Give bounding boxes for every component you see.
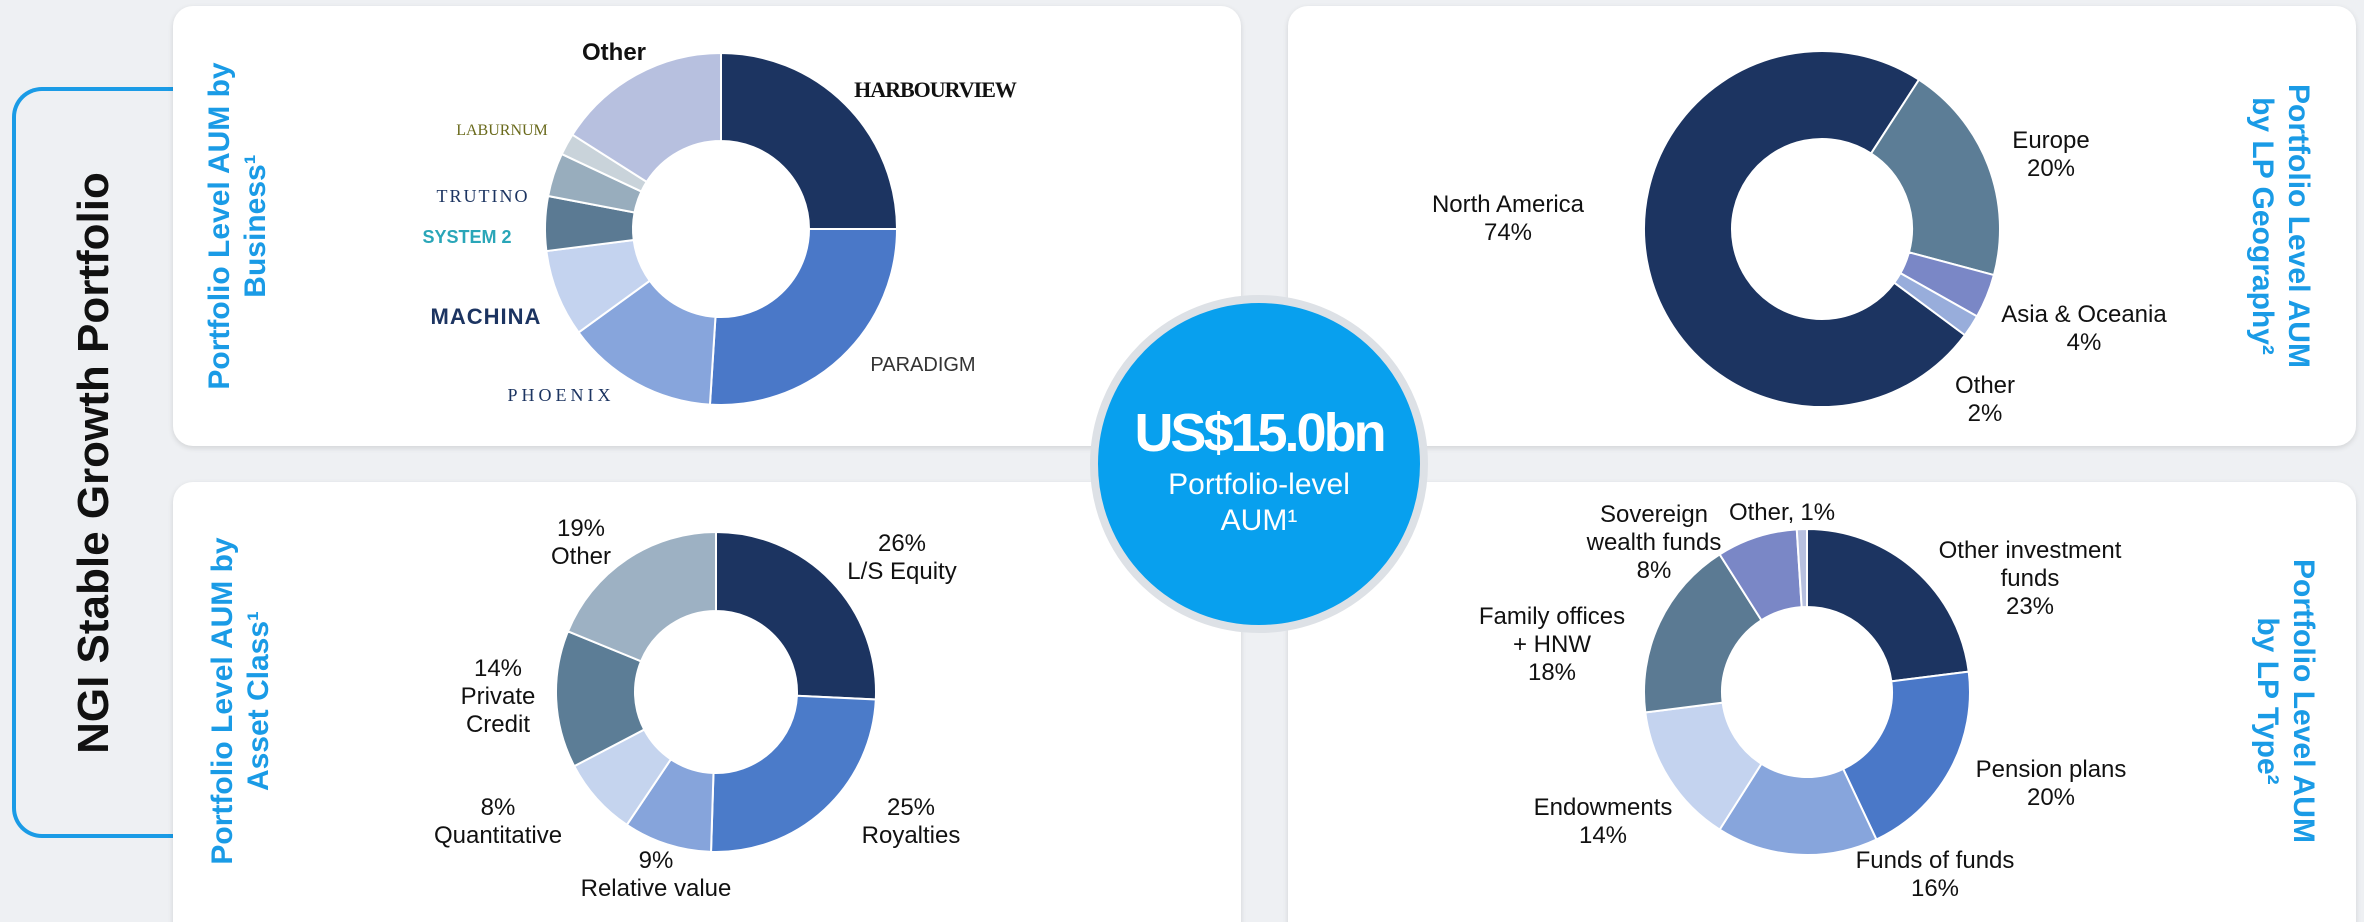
category-label: Endowments xyxy=(1533,794,1673,821)
chart-title: Portfolio Level AUM by LP Type² xyxy=(2251,559,2320,843)
slice-label: Sovereign wealth funds 8% xyxy=(1587,501,1722,585)
category-label: Private Credit xyxy=(460,683,536,738)
slice-label: Funds of funds 16% xyxy=(1856,847,2015,903)
donut-slice xyxy=(577,279,717,406)
donut-slice xyxy=(720,51,899,230)
donut-slice xyxy=(1643,552,1763,714)
slice-label: PARADIGM xyxy=(870,351,975,379)
value-label: 23% xyxy=(2005,593,2055,620)
value-label: 16% xyxy=(1910,875,1960,902)
slice-label: Family offices + HNW 18% xyxy=(1479,603,1625,687)
slice-label: Endowments 14% xyxy=(1534,794,1673,850)
category-label: PHOENIX xyxy=(507,385,615,405)
value-label: 8% xyxy=(1636,557,1672,584)
category-label: Other xyxy=(581,39,647,66)
slice-label: 25% Royalties xyxy=(862,794,961,850)
category-label: TRUTINO xyxy=(436,186,530,206)
donut-slice xyxy=(571,51,722,184)
value-label: 20% xyxy=(2026,155,2076,182)
slice-label: 19% Other xyxy=(551,515,611,571)
category-label: Sovereign wealth funds xyxy=(1586,501,1722,556)
category-label: Europe xyxy=(2012,127,2090,154)
value-label: 4% xyxy=(2066,329,2102,356)
slice-label: LABURNUM xyxy=(456,117,548,145)
slice-label: Pension plans 20% xyxy=(1976,756,2127,812)
slice-label: 26% L/S Equity xyxy=(847,530,956,586)
category-label: Other xyxy=(550,543,612,570)
slice-label: Other 2% xyxy=(1955,372,2015,428)
value-label: 14% xyxy=(1578,822,1628,849)
value-label: 14% xyxy=(473,655,523,682)
donut-slice xyxy=(1841,670,1971,841)
value-label: 18% xyxy=(1527,659,1577,686)
category-label: Pension plans xyxy=(1975,756,2127,783)
chart-title: Portfolio Level AUM by Business¹ xyxy=(203,62,272,390)
slice-label: HARBOURVIEW xyxy=(854,76,1017,104)
aum-label: Portfolio-level AUM¹ xyxy=(1168,468,1350,537)
category-label: Other xyxy=(1954,372,2016,399)
category-label: North America xyxy=(1431,191,1585,218)
value-label: 2% xyxy=(1967,400,2003,427)
category-label: Other, xyxy=(1728,499,1795,526)
value-label: 25% xyxy=(886,794,936,821)
category-label: Funds of funds xyxy=(1855,847,2015,874)
slice-label: Asia & Oceania 4% xyxy=(2001,301,2166,357)
category-label: PARADIGM xyxy=(870,354,976,376)
donut-slice xyxy=(1892,271,1979,337)
value-label: 74% xyxy=(1483,219,1533,246)
value-label: 8% xyxy=(480,794,516,821)
category-label: Quantitative xyxy=(433,822,563,849)
slice-label: Other xyxy=(582,39,646,67)
bracket xyxy=(12,87,173,838)
donut-slice xyxy=(1643,50,1967,408)
slice-label: TRUTINO xyxy=(437,182,530,210)
category-label: SYSTEM 2 xyxy=(422,227,512,247)
value-label: 19% xyxy=(556,515,606,542)
category-label: Other investment funds xyxy=(1938,537,2122,592)
donut-slice xyxy=(1795,527,1808,609)
value-label: 1% xyxy=(1800,499,1836,526)
aum-value: US$15.0bn xyxy=(1134,403,1386,463)
donut-slice xyxy=(709,694,877,853)
donut-slice xyxy=(1806,527,1970,683)
slice-label: North America 74% xyxy=(1432,191,1584,247)
category-label: Royalties xyxy=(861,822,961,849)
value-label: 26% xyxy=(877,530,927,557)
category-label: Family offices + HNW xyxy=(1478,603,1626,658)
donut-slice xyxy=(566,530,717,663)
slice-label: Other, 1% xyxy=(1729,499,1835,527)
aum-circle: US$15.0bn Portfolio-level AUM¹ xyxy=(1090,295,1428,633)
donut-slice xyxy=(1869,78,2001,277)
slice-label: PHOENIX xyxy=(508,381,615,409)
chart-title: Portfolio Level AUM by LP Geography² xyxy=(2246,84,2315,368)
slice-label: 9% Relative value xyxy=(581,847,732,903)
donut-slice xyxy=(708,228,899,406)
category-label: MACHINA xyxy=(430,304,542,329)
chart-title: Portfolio Level AUM by Asset Class¹ xyxy=(206,537,275,865)
category-label: HARBOURVIEW xyxy=(854,77,1017,102)
category-label: LABURNUM xyxy=(456,122,548,139)
value-label: 20% xyxy=(2026,784,2076,811)
slice-label: Other investment funds 23% xyxy=(1939,537,2122,621)
category-label: Asia & Oceania xyxy=(2001,301,2167,328)
slice-label: MACHINA xyxy=(431,303,542,331)
slice-label: SYSTEM 2 xyxy=(422,223,511,251)
slice-label: 14% Private Credit xyxy=(461,655,536,739)
value-label: 9% xyxy=(638,847,674,874)
donut-slice xyxy=(715,530,877,701)
slice-label: Europe 20% xyxy=(2012,127,2089,183)
category-label: L/S Equity xyxy=(847,558,957,585)
category-label: Relative value xyxy=(580,875,732,902)
slice-label: 8% Quantitative xyxy=(434,794,562,850)
